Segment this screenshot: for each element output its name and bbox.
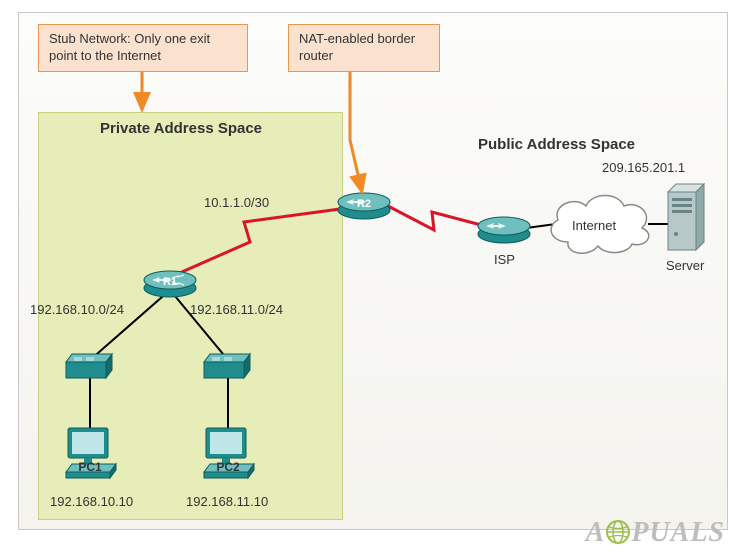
r2-label: R2 (352, 198, 376, 210)
heading-public: Public Address Space (478, 136, 635, 153)
callout-nat-router: NAT-enabled border router (288, 24, 440, 72)
watermark: A PUALS (586, 517, 725, 549)
watermark-left: A (586, 517, 606, 548)
pc1-label: PC1 (76, 460, 104, 474)
subnet-lan-a: 192.168.10.0/24 (30, 302, 124, 317)
router-isp (476, 214, 532, 244)
callout-stub-text: Stub Network: Only one exit point to the… (49, 31, 210, 63)
r1-label: R1 (158, 276, 182, 288)
server-ip: 209.165.201.1 (602, 160, 685, 175)
pc2-ip: 192.168.11.10 (186, 494, 268, 509)
pc2-label: PC2 (214, 460, 242, 474)
switch-1 (62, 350, 116, 382)
switch-2 (200, 350, 254, 382)
heading-private: Private Address Space (100, 120, 262, 137)
callout-nat-text: NAT-enabled border router (299, 31, 415, 63)
callout-stub-network: Stub Network: Only one exit point to the… (38, 24, 248, 72)
subnet-lan-b: 192.168.11.0/24 (190, 302, 283, 317)
pc1-ip: 192.168.10.10 (50, 494, 133, 509)
watermark-right: PUALS (631, 517, 725, 548)
subnet-r1-r2: 10.1.1.0/30 (204, 195, 269, 210)
server-label: Server (666, 258, 704, 273)
internet-label: Internet (572, 218, 616, 233)
server (664, 182, 708, 254)
isp-label: ISP (494, 252, 515, 267)
globe-icon (605, 519, 631, 545)
